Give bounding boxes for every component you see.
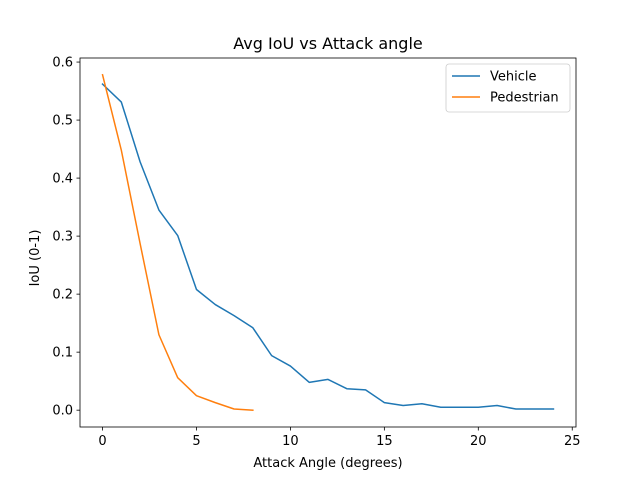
y-tick-label: 0.2 <box>52 288 73 303</box>
legend: Vehicle Pedestrian <box>445 63 571 113</box>
legend-label-vehicle: Vehicle <box>490 70 537 85</box>
y-axis: 0.0 0.1 0.2 0.3 0.4 0.5 0.6 <box>52 56 80 419</box>
x-tick-label: 20 <box>470 434 487 449</box>
y-tick-label: 0.3 <box>52 230 73 245</box>
y-tick-label: 0.1 <box>52 346 73 361</box>
legend-label-pedestrian: Pedestrian <box>490 91 559 106</box>
series-line-vehicle <box>101 83 555 410</box>
x-tick-label: 5 <box>192 434 200 449</box>
plot-frame <box>79 57 577 428</box>
x-axis-label: Attack Angle (degrees) <box>253 456 402 471</box>
chart-title: Avg IoU vs Attack angle <box>233 34 422 53</box>
x-tick-label: 10 <box>282 434 299 449</box>
series-line-pedestrian <box>101 73 254 411</box>
x-tick-label: 15 <box>376 434 393 449</box>
x-tick-label: 0 <box>98 434 106 449</box>
x-tick-label: 25 <box>564 434 581 449</box>
y-tick-label: 0.4 <box>52 172 73 187</box>
y-axis-label: IoU (0-1) <box>28 230 43 287</box>
y-tick-label: 0.0 <box>52 404 73 419</box>
x-axis: 0 5 10 15 20 25 <box>98 427 581 449</box>
y-tick-label: 0.6 <box>52 56 73 71</box>
plot-area <box>79 57 577 428</box>
y-tick-label: 0.5 <box>52 114 73 129</box>
